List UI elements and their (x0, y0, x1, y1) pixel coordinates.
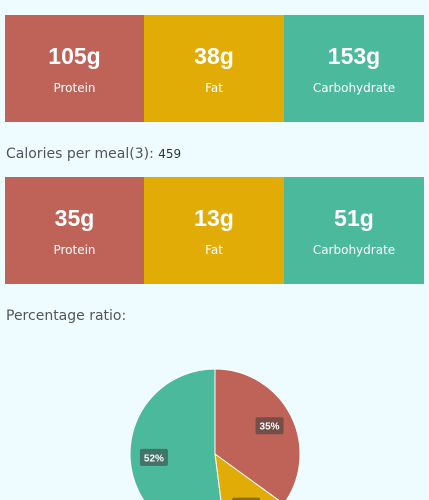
daily-carbs-label: Carbohydrate (312, 80, 396, 95)
meal-carbs-box: 51g Carbohydrate (284, 177, 424, 284)
daily-protein-box: 105g Protein (5, 15, 144, 122)
daily-protein-value: 105g (48, 42, 101, 69)
daily-macros-row: 105g Protein 38g Fat 153g Carbohydrate (5, 15, 424, 122)
pie-label-carbohydrate: 52% (139, 448, 168, 466)
daily-fat-box: 38g Fat (144, 15, 284, 122)
pie-slice-protein (214, 368, 301, 500)
daily-fat-label: Fat (205, 80, 223, 95)
pie-slice-fat (214, 452, 280, 500)
pie-label-fat: 13% (232, 497, 261, 500)
per-meal-macros-row: 35g Protein 13g Fat 51g Carbohydrate (5, 177, 424, 284)
meal-protein-label: Protein (53, 242, 96, 257)
meal-protein-value: 35g (54, 204, 95, 231)
daily-fat-value: 38g (194, 42, 234, 69)
percentage-ratio-label: Percentage ratio: (6, 308, 127, 324)
meal-fat-value: 13g (194, 204, 234, 231)
calories-per-meal: Calories per meal(3): 459 (6, 146, 181, 162)
meal-protein-box: 35g Protein (5, 177, 144, 284)
svg-text:35%: 35% (260, 422, 280, 433)
pie-label-protein: 35% (255, 417, 284, 435)
calories-per-meal-label: Calories per meal(3): (6, 146, 154, 162)
meal-fat-label: Fat (205, 242, 223, 257)
clipped-top-text (0, 0, 429, 6)
calories-per-meal-value: 459 (158, 147, 182, 161)
meal-fat-box: 13g Fat (144, 177, 284, 284)
svg-text:52%: 52% (144, 453, 164, 464)
macro-pie-chart: 35% 13% 52% (129, 368, 301, 500)
meal-carbs-value: 51g (334, 204, 374, 231)
daily-carbs-value: 153g (327, 42, 381, 69)
pie-slice-carbohydrate (129, 368, 222, 500)
daily-carbs-box: 153g Carbohydrate (284, 15, 424, 122)
meal-carbs-label: Carbohydrate (312, 242, 396, 257)
daily-protein-label: Protein (53, 80, 96, 95)
